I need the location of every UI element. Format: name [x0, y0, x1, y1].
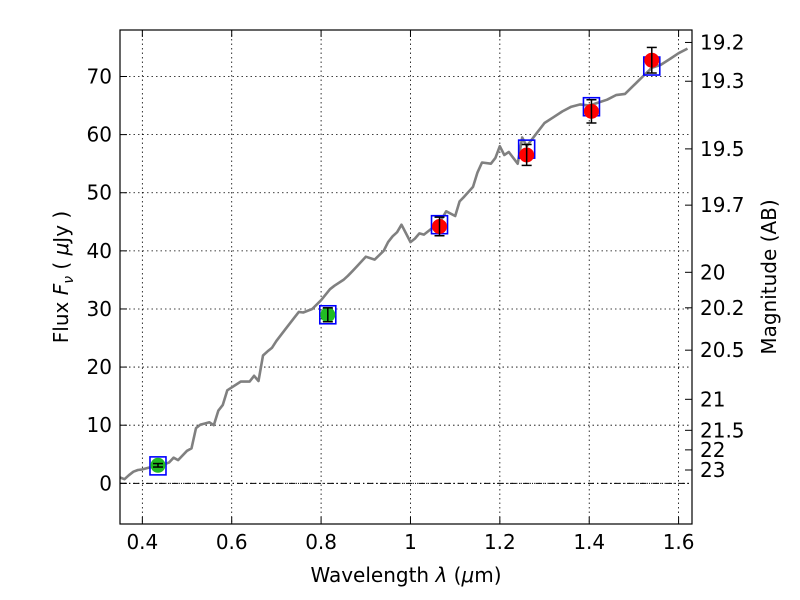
- y2-tick-label: 20: [700, 260, 725, 284]
- y2-tick-label: 20.2: [700, 296, 745, 320]
- model-box-marker: [149, 456, 167, 476]
- y-tick-label: 0: [99, 471, 112, 495]
- y2-tick-label: 21: [700, 387, 725, 411]
- y2-tick-label: 19.7: [700, 193, 745, 217]
- y2-tick-label: 19.3: [700, 69, 745, 93]
- x-axis-label: Wavelength λ (μm): [310, 563, 501, 587]
- model-box-marker: [318, 304, 337, 325]
- x-tick-label: 1: [404, 530, 417, 554]
- x-tick-label: 1.4: [573, 530, 605, 554]
- y2-tick-label: 23: [700, 458, 725, 482]
- y-tick-label: 20: [87, 355, 112, 379]
- y-tick-label: 30: [87, 297, 112, 321]
- plot-frame: [119, 29, 693, 525]
- y-tick-label: 70: [87, 64, 112, 88]
- y2-tick-label: 20.5: [700, 338, 745, 362]
- y2-tick-label: 19.2: [700, 30, 745, 54]
- x-axis-ticks: 0.4 0.6 0.8 1 1.2 1.4 1.6: [126, 30, 695, 554]
- x-tick-label: 1.2: [484, 530, 516, 554]
- plot-content: [120, 46, 689, 481]
- y-tick-label: 40: [87, 239, 112, 263]
- model-spectrum-line: [120, 47, 689, 481]
- y2-tick-label: 22: [700, 438, 725, 462]
- plot-area: [120, 30, 692, 524]
- x-tick-label: 0.8: [305, 530, 337, 554]
- x-tick-label: 0.6: [216, 530, 248, 554]
- x-tick-label: 0.4: [126, 530, 158, 554]
- x-tick-label: 1.6: [663, 530, 695, 554]
- y-tick-label: 50: [87, 181, 112, 205]
- y-axis-label: Flux Fν ( μJy ): [49, 211, 77, 343]
- data-marks: [149, 46, 661, 476]
- y-axis-ticks: 0 10 20 30 40 50 60 70: [87, 64, 127, 495]
- y-tick-label: 10: [87, 413, 112, 437]
- y2-tick-label: 21.5: [700, 418, 745, 442]
- y2-tick-label: 19.5: [700, 137, 745, 161]
- y-tick-label: 60: [87, 123, 112, 147]
- y2-axis-label: Magnitude (AB): [757, 199, 781, 354]
